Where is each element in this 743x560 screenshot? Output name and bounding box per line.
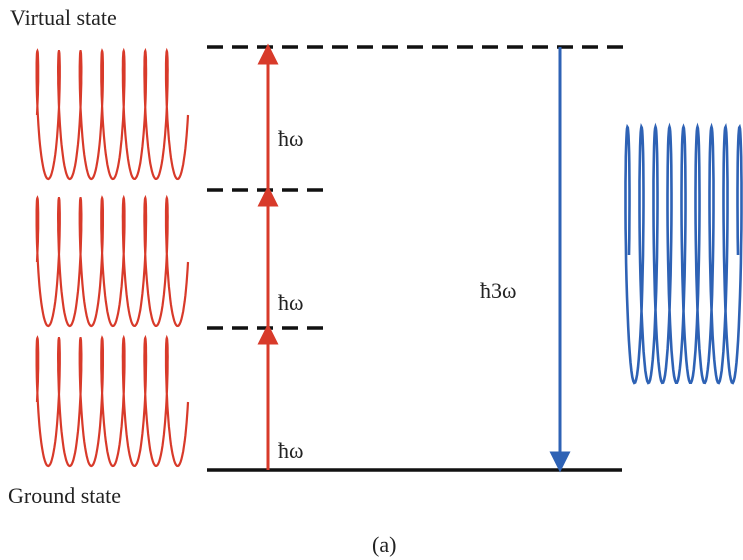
caption: (a) [372,532,396,557]
emitted-label: ħ3ω [480,278,516,303]
virtual-label: Virtual state [10,5,117,30]
light-wave [35,47,190,181]
light-wave [35,194,190,328]
light-wave [624,122,743,385]
light-wave [35,334,190,468]
waves [35,47,743,468]
photon-label: ħω [278,290,303,315]
ground-label: Ground state [8,483,121,508]
photon-label: ħω [278,438,303,463]
photon-label: ħω [278,126,303,151]
